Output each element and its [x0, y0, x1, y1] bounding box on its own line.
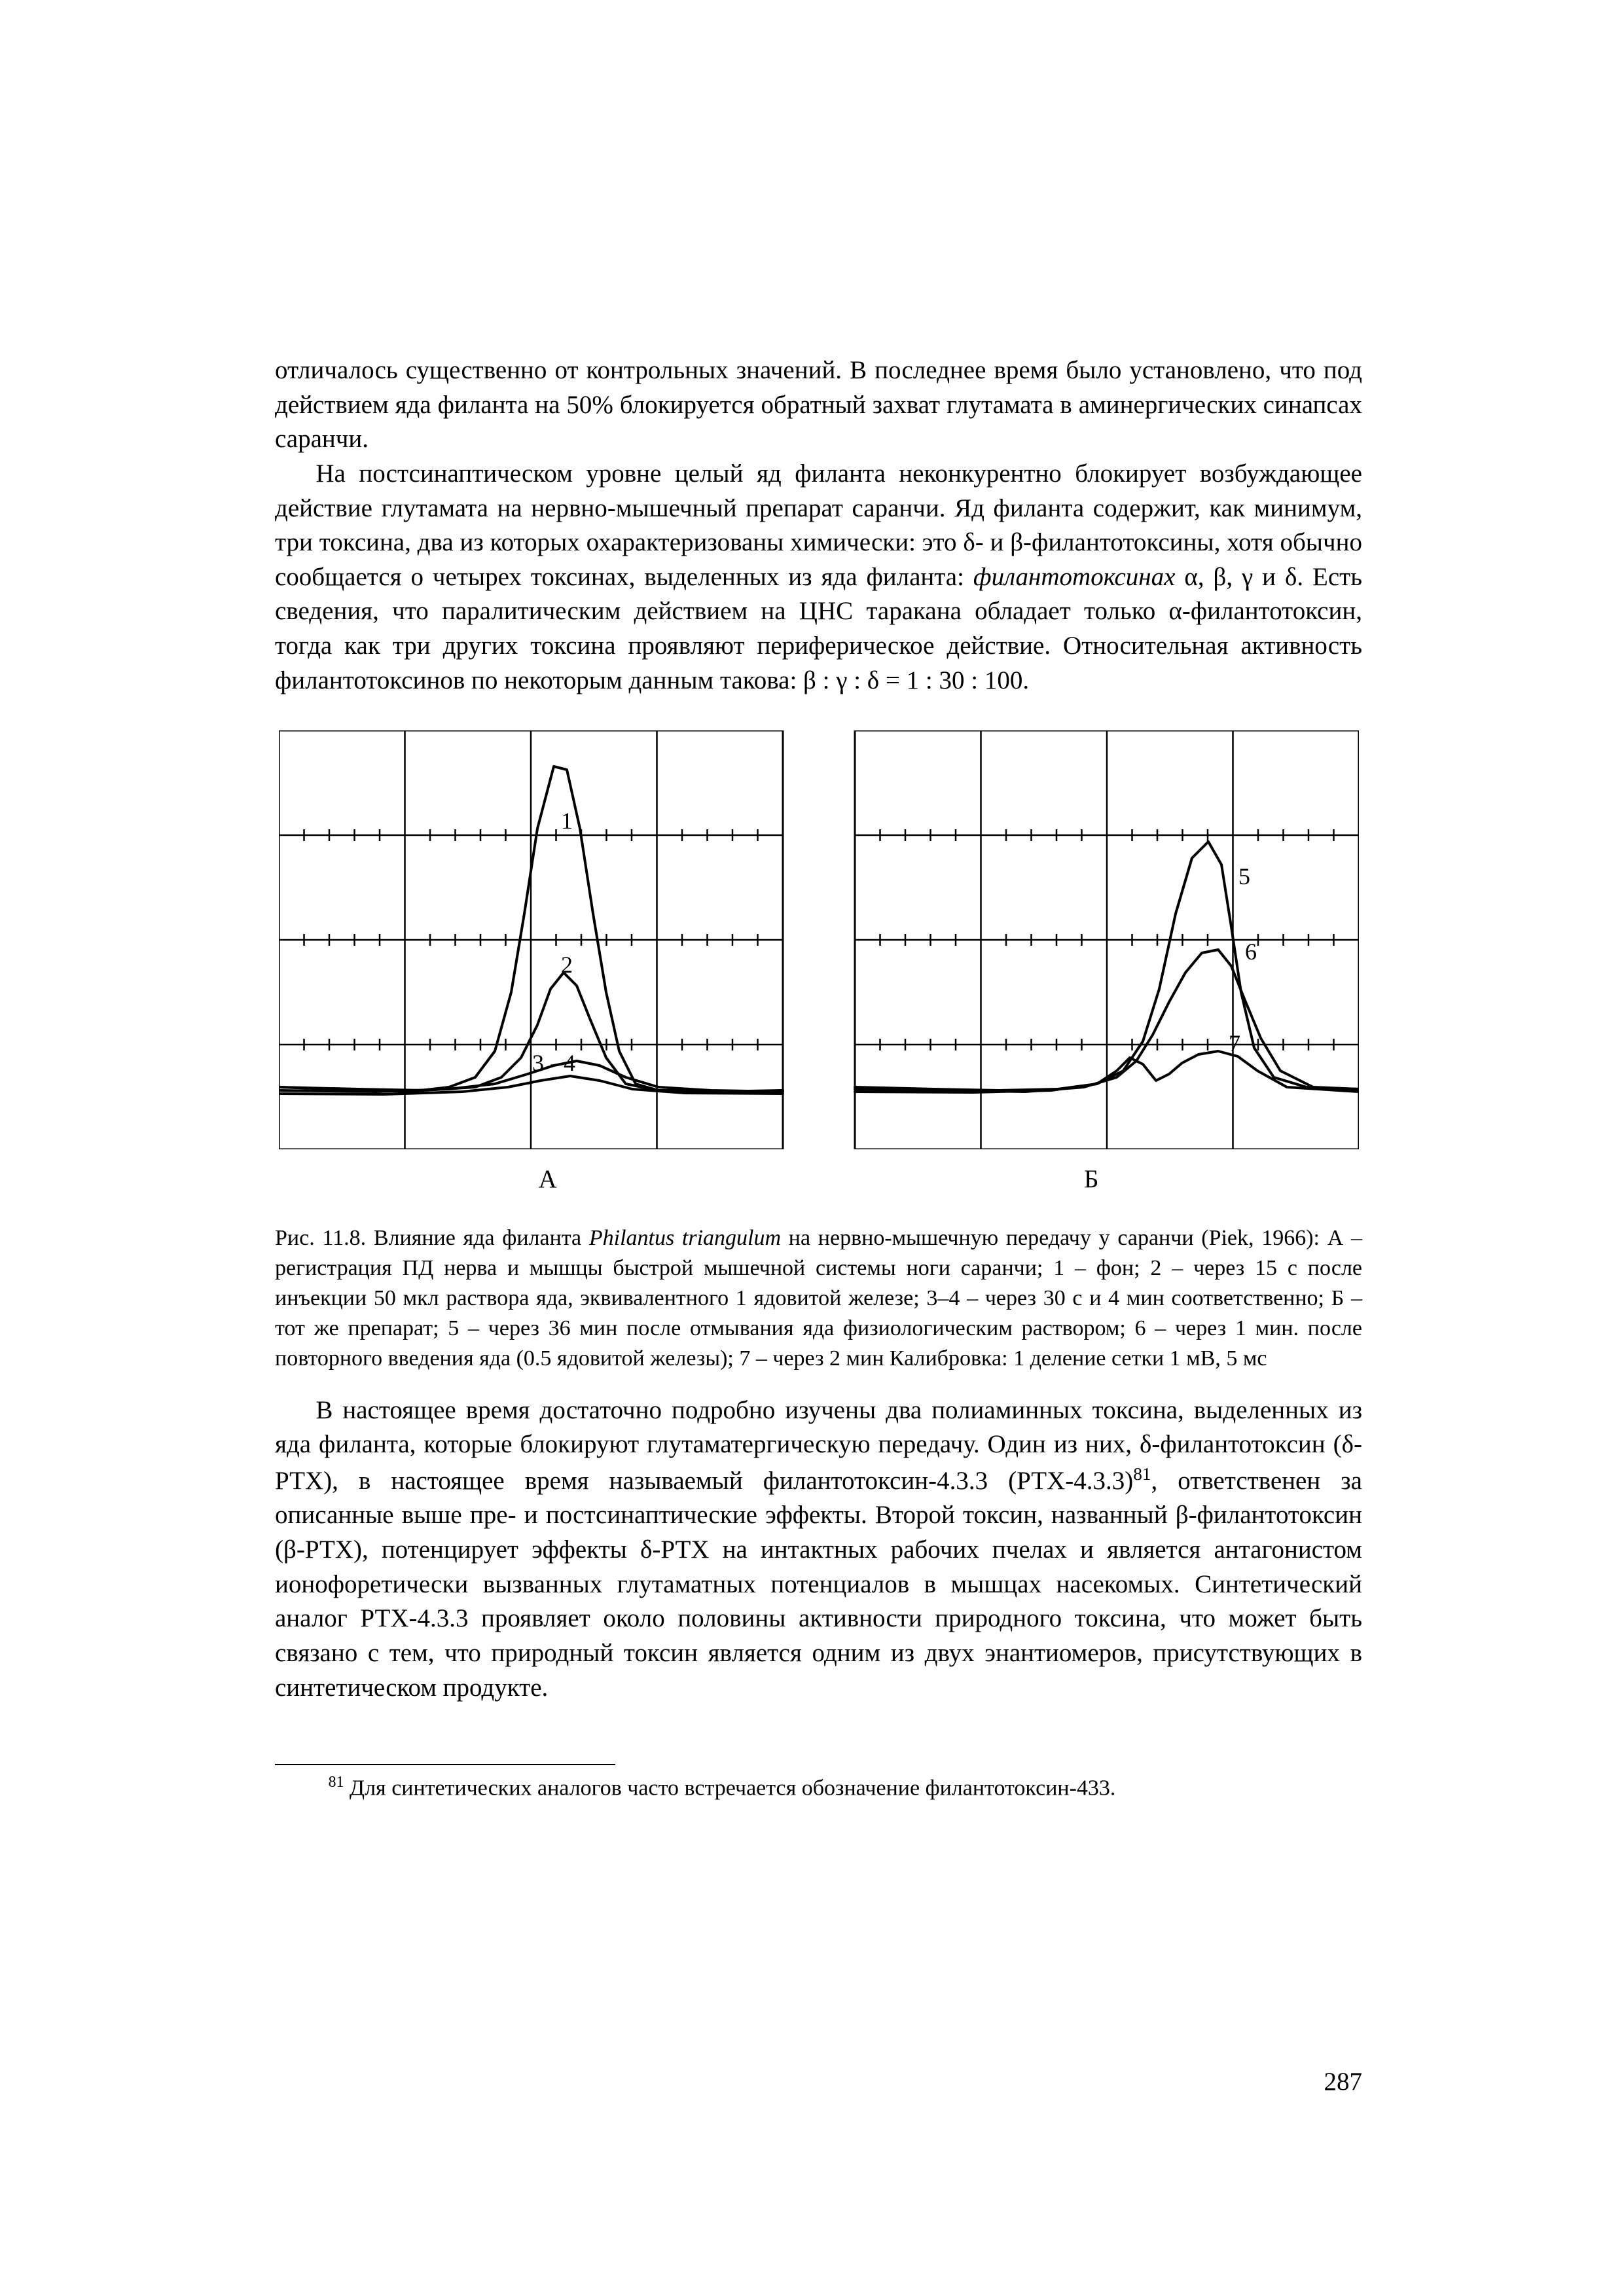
- figure-svg: 1 2 3 - 4 5 6 7: [279, 730, 1359, 1149]
- svg-text:3 - 4: 3 - 4: [532, 1050, 575, 1076]
- p3-text-b: , ответственен за описанные выше пре- и …: [275, 1467, 1362, 1702]
- svg-text:2: 2: [561, 952, 573, 978]
- page-number: 287: [1324, 2065, 1363, 2100]
- svg-text:1: 1: [561, 808, 573, 834]
- caption-prefix: Рис. 11.8. Влияние яда филанта: [275, 1226, 589, 1250]
- footnote-text: Для синтетических аналогов часто встреча…: [344, 1776, 1115, 1801]
- svg-text:6: 6: [1245, 939, 1257, 965]
- body-paragraph-3: В настоящее время достаточно подробно из…: [275, 1393, 1362, 1706]
- figure-11-8: 1 2 3 - 4 5 6 7 А Б Рис. 11.8. Влияние яда фи…: [275, 730, 1362, 1373]
- body-paragraph-2: На постсинаптическом уровне целый яд фил…: [275, 457, 1362, 698]
- footnote-rule: [275, 1764, 615, 1765]
- p2-italic: филантотоксинах: [973, 563, 1176, 591]
- panel-a-label: А: [539, 1162, 557, 1197]
- footnote-marker: 81: [329, 1774, 344, 1791]
- panel-b-label: Б: [1084, 1162, 1098, 1197]
- p3-footnote-ref: 81: [1133, 1464, 1151, 1484]
- figure-caption: Рис. 11.8. Влияние яда филанта Philantus…: [275, 1223, 1362, 1373]
- svg-text:5: 5: [1238, 863, 1250, 889]
- footnote-81: 81 Для синтетических аналогов часто встр…: [275, 1772, 1362, 1803]
- caption-species: Philantus triangulum: [589, 1226, 781, 1250]
- body-paragraph-1: отличалось существенно от контрольных зн…: [275, 353, 1362, 457]
- svg-text:7: 7: [1229, 1030, 1240, 1056]
